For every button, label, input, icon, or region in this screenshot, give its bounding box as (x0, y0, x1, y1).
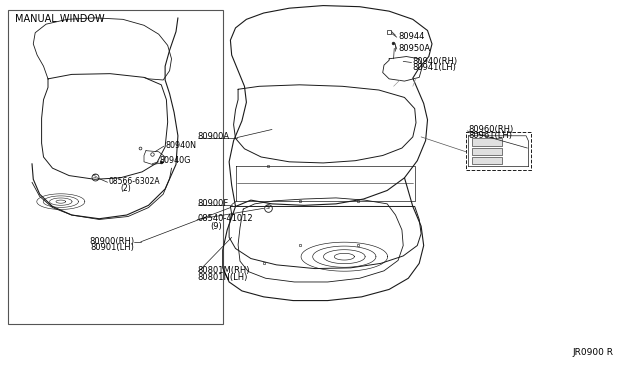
Text: 80961(LH): 80961(LH) (468, 131, 513, 140)
Text: 80900(RH): 80900(RH) (89, 237, 134, 246)
Text: 80900F: 80900F (197, 199, 228, 208)
Text: 80940(RH): 80940(RH) (413, 57, 458, 66)
Text: 80901(LH): 80901(LH) (90, 243, 134, 252)
Text: 08566-6302A: 08566-6302A (109, 177, 161, 186)
Bar (472, 157, 502, 164)
Bar (8, 10, 223, 324)
Text: (2): (2) (120, 185, 131, 193)
Text: 80801M(RH): 80801M(RH) (197, 266, 250, 275)
Text: MANUAL WINDOW: MANUAL WINDOW (15, 14, 105, 23)
Text: 80941(LH): 80941(LH) (413, 63, 457, 72)
Bar (472, 138, 502, 146)
Text: 80900A: 80900A (197, 132, 229, 141)
Text: 80940G: 80940G (160, 156, 191, 165)
Text: 80944: 80944 (398, 32, 424, 41)
Text: S: S (93, 174, 97, 179)
Text: 80950A: 80950A (398, 44, 430, 53)
Text: S: S (266, 205, 269, 210)
Text: 80801N(LH): 80801N(LH) (197, 273, 248, 282)
Text: JR0900 R: JR0900 R (572, 348, 613, 357)
Text: (9): (9) (210, 222, 221, 231)
Bar (472, 148, 502, 155)
Text: 80940N: 80940N (165, 141, 196, 150)
Text: 80960(RH): 80960(RH) (468, 125, 514, 134)
Text: 08540-41012: 08540-41012 (197, 214, 253, 223)
